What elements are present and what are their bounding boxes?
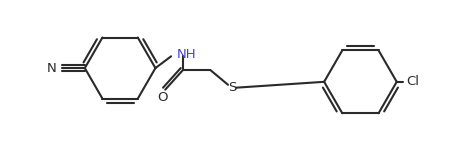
- Text: S: S: [228, 81, 236, 94]
- Text: N: N: [47, 62, 56, 75]
- Text: Cl: Cl: [407, 75, 420, 88]
- Text: O: O: [157, 91, 168, 104]
- Text: NH: NH: [177, 48, 197, 61]
